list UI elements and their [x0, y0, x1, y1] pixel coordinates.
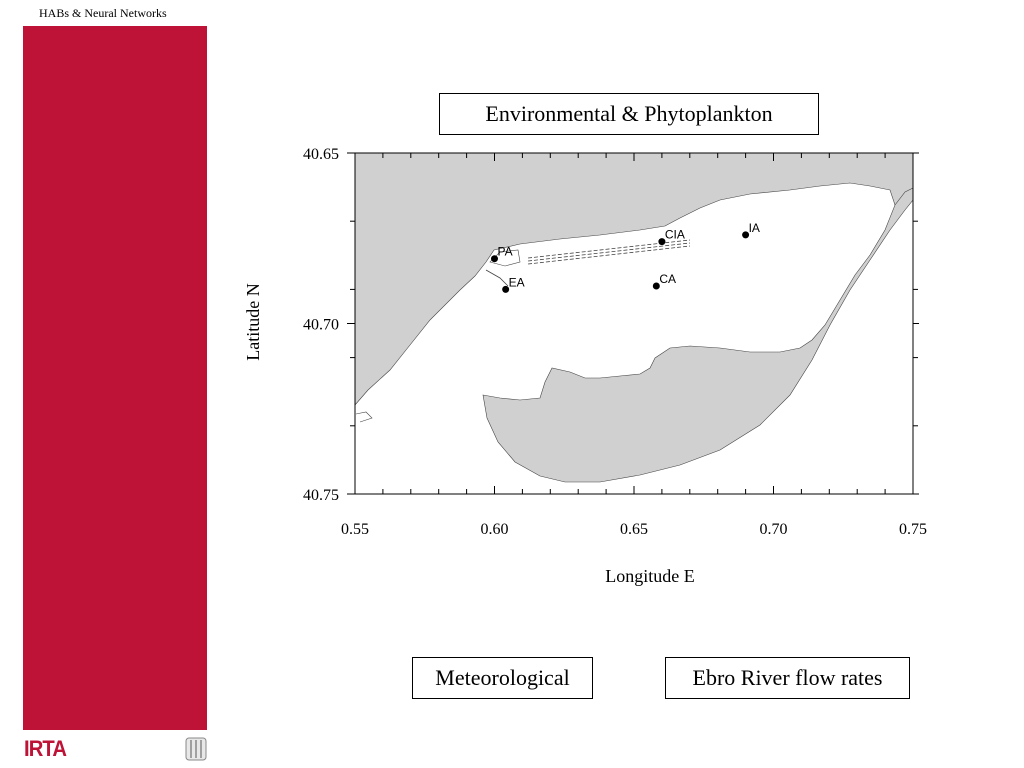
environmental-phytoplankton-box: Environmental & Phytoplankton — [439, 93, 819, 135]
station-label-cia: CIA — [665, 228, 685, 242]
y-tick-label: 40.70 — [303, 317, 339, 334]
station-label-ia: IA — [749, 221, 760, 235]
station-point-pa — [491, 255, 498, 263]
y-axis-label: Latitude N — [243, 283, 263, 360]
station-label-pa: PA — [498, 245, 513, 259]
station-point-cia — [658, 238, 666, 246]
y-tick-label: 40.75 — [303, 487, 339, 504]
axis-ticks: 0.55 0.60 0.65 0.70 0.75 40.65 40.70 40.75 — [303, 146, 927, 538]
station-markers: PA CIA IA EA CA — [491, 221, 760, 293]
ebro-flow-box: Ebro River flow rates — [665, 657, 910, 699]
institutional-seal-icon — [185, 737, 207, 761]
station-point-ca — [652, 282, 660, 290]
y-tick-label: 40.65 — [303, 146, 339, 163]
x-tick-label: 0.55 — [341, 521, 369, 538]
x-tick-label: 0.75 — [899, 521, 927, 538]
x-tick-label: 0.60 — [481, 521, 509, 538]
irta-logo: IRTA — [24, 736, 67, 761]
station-point-ia — [742, 231, 750, 239]
header-title: HABs & Neural Networks — [39, 6, 167, 20]
station-point-ea — [502, 285, 510, 293]
meteorological-box: Meteorological — [412, 657, 593, 699]
x-tick-label: 0.70 — [760, 521, 788, 538]
x-axis-label: Longitude E — [605, 566, 694, 586]
station-label-ca: CA — [659, 272, 676, 286]
x-tick-label: 0.65 — [620, 521, 648, 538]
sidebar-band — [23, 26, 207, 730]
map-area — [354, 153, 914, 494]
station-label-ea: EA — [509, 275, 525, 289]
